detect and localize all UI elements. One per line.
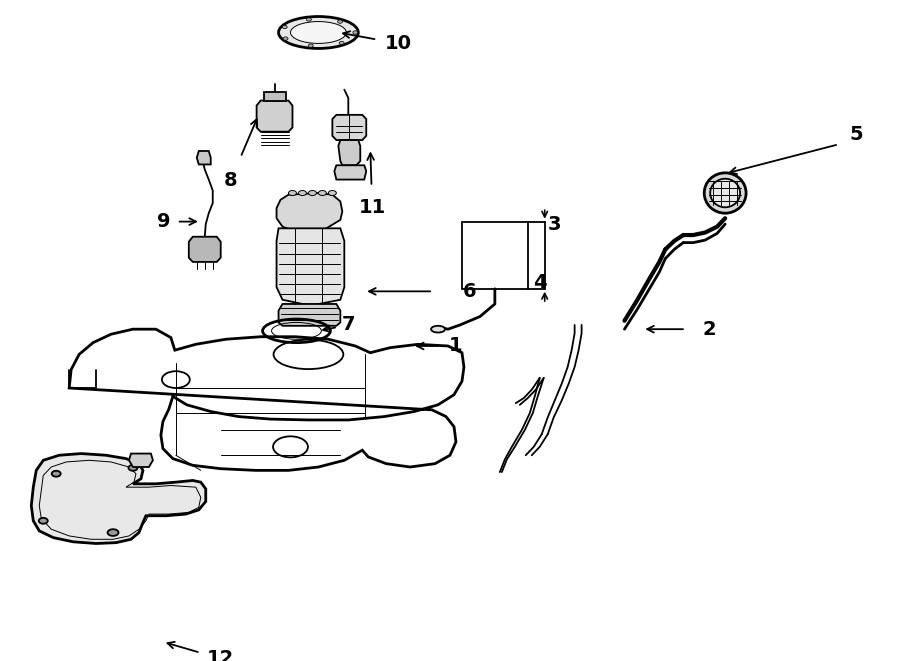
Ellipse shape (51, 471, 60, 477)
Polygon shape (197, 151, 211, 165)
Ellipse shape (431, 326, 445, 332)
Text: 6: 6 (464, 282, 477, 301)
Ellipse shape (309, 190, 317, 196)
Text: 3: 3 (548, 215, 562, 233)
Ellipse shape (39, 518, 48, 524)
Ellipse shape (278, 17, 358, 48)
Text: 2: 2 (702, 320, 716, 338)
Text: 8: 8 (224, 171, 238, 190)
Ellipse shape (306, 18, 311, 21)
Polygon shape (256, 100, 292, 132)
Polygon shape (332, 115, 366, 140)
Polygon shape (32, 453, 206, 543)
Polygon shape (338, 140, 360, 165)
Ellipse shape (283, 25, 287, 28)
Polygon shape (189, 237, 220, 262)
Text: 5: 5 (850, 125, 864, 143)
Polygon shape (335, 165, 366, 180)
Polygon shape (276, 228, 345, 305)
Text: 7: 7 (342, 315, 356, 334)
Ellipse shape (291, 22, 346, 44)
Text: 10: 10 (384, 34, 411, 53)
Polygon shape (264, 92, 285, 100)
Polygon shape (276, 193, 342, 233)
Ellipse shape (289, 190, 296, 196)
Polygon shape (129, 453, 153, 467)
Ellipse shape (308, 44, 313, 48)
Ellipse shape (283, 37, 288, 40)
Ellipse shape (129, 465, 138, 471)
Text: 11: 11 (358, 198, 386, 217)
Ellipse shape (328, 190, 337, 196)
Polygon shape (278, 304, 340, 326)
Ellipse shape (319, 190, 327, 196)
Ellipse shape (338, 20, 343, 23)
Ellipse shape (704, 173, 746, 214)
Text: 9: 9 (158, 212, 171, 231)
Ellipse shape (353, 31, 358, 34)
Ellipse shape (710, 178, 740, 208)
Text: 1: 1 (449, 336, 463, 356)
Ellipse shape (299, 190, 306, 196)
Ellipse shape (339, 41, 344, 45)
Ellipse shape (108, 529, 119, 536)
Text: 4: 4 (533, 274, 546, 292)
Text: 12: 12 (207, 649, 234, 661)
